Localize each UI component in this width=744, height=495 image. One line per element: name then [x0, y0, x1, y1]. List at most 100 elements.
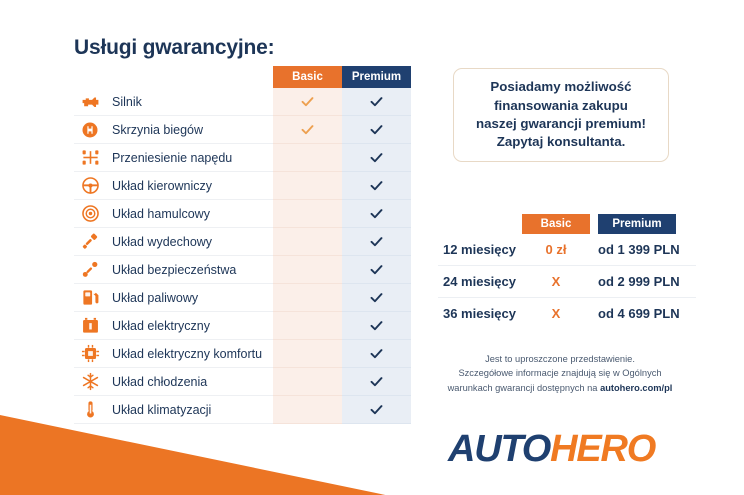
- service-label: Układ elektryczny: [112, 318, 210, 333]
- service-label: Skrzynia biegów: [112, 122, 204, 137]
- pricing-basic-value: X: [551, 274, 561, 289]
- check-icon: [301, 125, 314, 135]
- basic-cell: [273, 312, 342, 340]
- check-icon: [370, 153, 383, 163]
- pricing-term: 24 miesięcy: [442, 274, 516, 289]
- disclaimer-line-3-text: warunkach gwarancji dostępnych na: [447, 382, 601, 393]
- premium-cell: [342, 312, 411, 340]
- pricing-table: Basic Premium 12 miesięcy 0 zł od 1 399 …: [438, 214, 696, 329]
- service-name-cell: Układ elektryczny: [74, 312, 273, 340]
- pricing-row: 36 miesięcy X od 4 699 PLN: [438, 298, 696, 329]
- steering-wheel-icon: [80, 176, 100, 196]
- premium-cell: [342, 284, 411, 312]
- check-icon: [370, 321, 383, 331]
- disclaimer-line-1: Jest to uproszczone przedstawienie.: [485, 354, 635, 364]
- premium-cell: [342, 228, 411, 256]
- check-icon: [370, 293, 383, 303]
- pricing-table-header: Basic Premium: [438, 214, 696, 234]
- table-row: Układ elektryczny: [74, 312, 412, 340]
- service-name-cell: Układ elektryczny komfortu: [74, 340, 273, 368]
- pricing-header-basic: Basic: [522, 214, 590, 234]
- promo-line-4: Zapytaj konsultanta.: [496, 134, 626, 150]
- service-label: Silnik: [112, 94, 142, 109]
- premium-cell: [342, 116, 411, 144]
- table-row: Przeniesienie napędu: [74, 144, 412, 172]
- basic-cell: [273, 88, 342, 116]
- service-label: Układ bezpieczeństwa: [112, 262, 237, 277]
- disclaimer-text: Jest to uproszczone przedstawienie. Szcz…: [424, 352, 696, 395]
- check-icon: [370, 125, 383, 135]
- basic-cell: [273, 144, 342, 172]
- brake-disc-icon: [80, 204, 100, 224]
- basic-cell: [273, 172, 342, 200]
- promo-line-1: Posiadamy możliwość: [490, 79, 632, 95]
- check-icon: [370, 349, 383, 359]
- table-row: Układ klimatyzacji: [74, 396, 412, 424]
- pricing-row: 24 miesięcy X od 2 999 PLN: [438, 266, 696, 298]
- seatbelt-icon: [80, 260, 100, 280]
- pricing-term: 12 miesięcy: [442, 242, 516, 257]
- service-name-cell: Układ paliwowy: [74, 284, 273, 312]
- premium-cell: [342, 144, 411, 172]
- service-name-cell: Układ klimatyzacji: [74, 396, 273, 424]
- check-icon: [370, 209, 383, 219]
- service-label: Układ kierowniczy: [112, 178, 213, 193]
- service-label: Układ elektryczny komfortu: [112, 346, 263, 361]
- pricing-premium-value: od 4 699 PLN: [598, 306, 680, 321]
- page-title: Usługi gwarancyjne:: [74, 36, 275, 59]
- service-label: Przeniesienie napędu: [112, 150, 233, 165]
- pricing-premium-value: od 2 999 PLN: [598, 274, 680, 289]
- logo-hero-text: HERO: [550, 428, 656, 470]
- disclaimer-line-2: Szczegółowe informacje znajdują się w Og…: [458, 368, 662, 379]
- exhaust-icon: [80, 232, 100, 252]
- service-name-cell: Silnik: [74, 88, 273, 116]
- snowflake-icon: [80, 372, 100, 392]
- website-url[interactable]: autohero.com/pl: [600, 382, 673, 393]
- basic-cell: [273, 116, 342, 144]
- service-label: Układ hamulcowy: [112, 206, 210, 221]
- premium-cell: [342, 256, 411, 284]
- header-spacer: [74, 66, 273, 88]
- check-icon: [370, 265, 383, 275]
- promo-line-3: naszej gwarancji premium!: [476, 116, 646, 131]
- service-name-cell: Układ bezpieczeństwa: [74, 256, 273, 284]
- table-row: Układ wydechowy: [74, 228, 412, 256]
- service-label: Układ paliwowy: [112, 290, 199, 305]
- fuel-pump-icon: [80, 288, 100, 308]
- check-icon: [301, 97, 314, 107]
- service-label: Układ chłodzenia: [112, 374, 208, 389]
- pricing-basic-value: 0 zł: [545, 242, 567, 257]
- table-row: Układ kierowniczy: [74, 172, 412, 200]
- pricing-premium-value: od 1 399 PLN: [598, 242, 680, 257]
- service-name-cell: Skrzynia biegów: [74, 116, 273, 144]
- check-icon: [370, 377, 383, 387]
- check-icon: [370, 97, 383, 107]
- table-row: Układ elektryczny komfortu: [74, 340, 412, 368]
- thermometer-icon: [80, 400, 100, 420]
- promo-line-2: finansowania zakupu: [494, 97, 628, 113]
- basic-cell: [273, 228, 342, 256]
- services-table: Basic Premium Silnik: [74, 66, 412, 424]
- premium-cell: [342, 396, 411, 424]
- battery-icon: [80, 316, 100, 336]
- pricing-row: 12 miesięcy 0 zł od 1 399 PLN: [438, 234, 696, 266]
- pricing-term: 36 miesięcy: [442, 306, 516, 321]
- basic-cell: [273, 256, 342, 284]
- table-row: Układ bezpieczeństwa: [74, 256, 412, 284]
- pricing-header-spacer: [438, 214, 522, 234]
- service-name-cell: Układ hamulcowy: [74, 200, 273, 228]
- services-table-header: Basic Premium: [74, 66, 412, 88]
- premium-cell: [342, 340, 411, 368]
- service-label: Układ wydechowy: [112, 234, 213, 249]
- basic-cell: [273, 368, 342, 396]
- check-icon: [370, 237, 383, 247]
- basic-cell: [273, 200, 342, 228]
- services-header-premium: Premium: [342, 66, 411, 88]
- services-header-basic: Basic: [273, 66, 342, 88]
- service-name-cell: Układ wydechowy: [74, 228, 273, 256]
- premium-cell: [342, 88, 411, 116]
- engine-icon: [80, 92, 100, 112]
- drivetrain-icon: [80, 148, 100, 168]
- promo-text: Posiadamy możliwość finansowania zakupu …: [476, 78, 646, 151]
